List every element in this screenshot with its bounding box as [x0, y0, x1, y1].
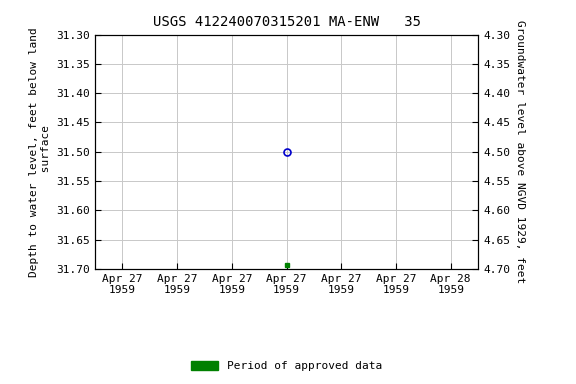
- Y-axis label: Depth to water level, feet below land
 surface: Depth to water level, feet below land su…: [29, 27, 51, 276]
- Title: USGS 412240070315201 MA-ENW   35: USGS 412240070315201 MA-ENW 35: [153, 15, 420, 29]
- Legend: Period of approved data: Period of approved data: [186, 356, 387, 376]
- Y-axis label: Groundwater level above NGVD 1929, feet: Groundwater level above NGVD 1929, feet: [516, 20, 525, 283]
